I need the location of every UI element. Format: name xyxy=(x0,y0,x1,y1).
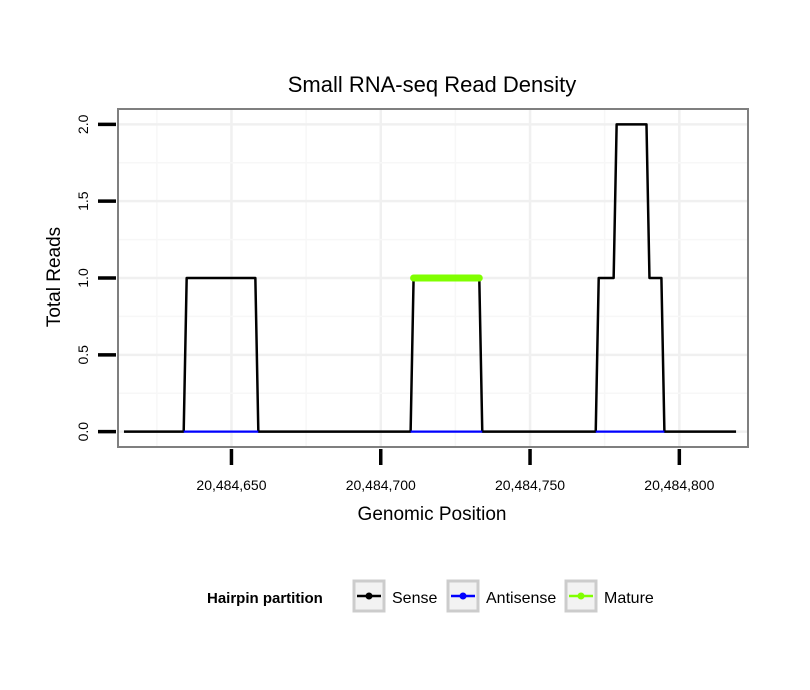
legend-label-antisense: Antisense xyxy=(486,590,556,607)
y-axis: 0.0 0.5 1.0 1.5 2.0 xyxy=(75,114,116,441)
y-axis-label: Total Reads xyxy=(44,227,65,327)
plot-panel-border xyxy=(117,108,749,448)
chart-title: Small RNA-seq Read Density xyxy=(288,72,577,97)
legend: Hairpin partition Sense Antisense Mature xyxy=(207,579,654,613)
y-tick-label: 0.5 xyxy=(75,345,91,365)
legend-dot-mature xyxy=(577,592,585,600)
x-axis: 20,484,650 20,484,700 20,484,750 20,484,800 xyxy=(196,449,715,493)
series-layer xyxy=(123,123,737,433)
legend-dot-antisense xyxy=(459,592,467,600)
legend-title: Hairpin partition xyxy=(207,590,323,607)
x-tick-label: 20,484,700 xyxy=(346,477,416,493)
y-tick-label: 0.0 xyxy=(75,422,91,442)
y-tick-label: 2.0 xyxy=(75,114,91,134)
series-line-sense xyxy=(123,123,737,433)
x-tick-label: 20,484,800 xyxy=(644,477,714,493)
legend-label-mature: Mature xyxy=(604,590,654,607)
legend-dot-sense xyxy=(365,592,373,600)
y-tick-label: 1.5 xyxy=(75,191,91,211)
y-tick-label: 1.0 xyxy=(75,268,91,288)
legend-label-sense: Sense xyxy=(392,590,437,607)
x-tick-label: 20,484,650 xyxy=(196,477,266,493)
x-tick-label: 20,484,750 xyxy=(495,477,565,493)
x-axis-label: Genomic Position xyxy=(358,504,507,525)
